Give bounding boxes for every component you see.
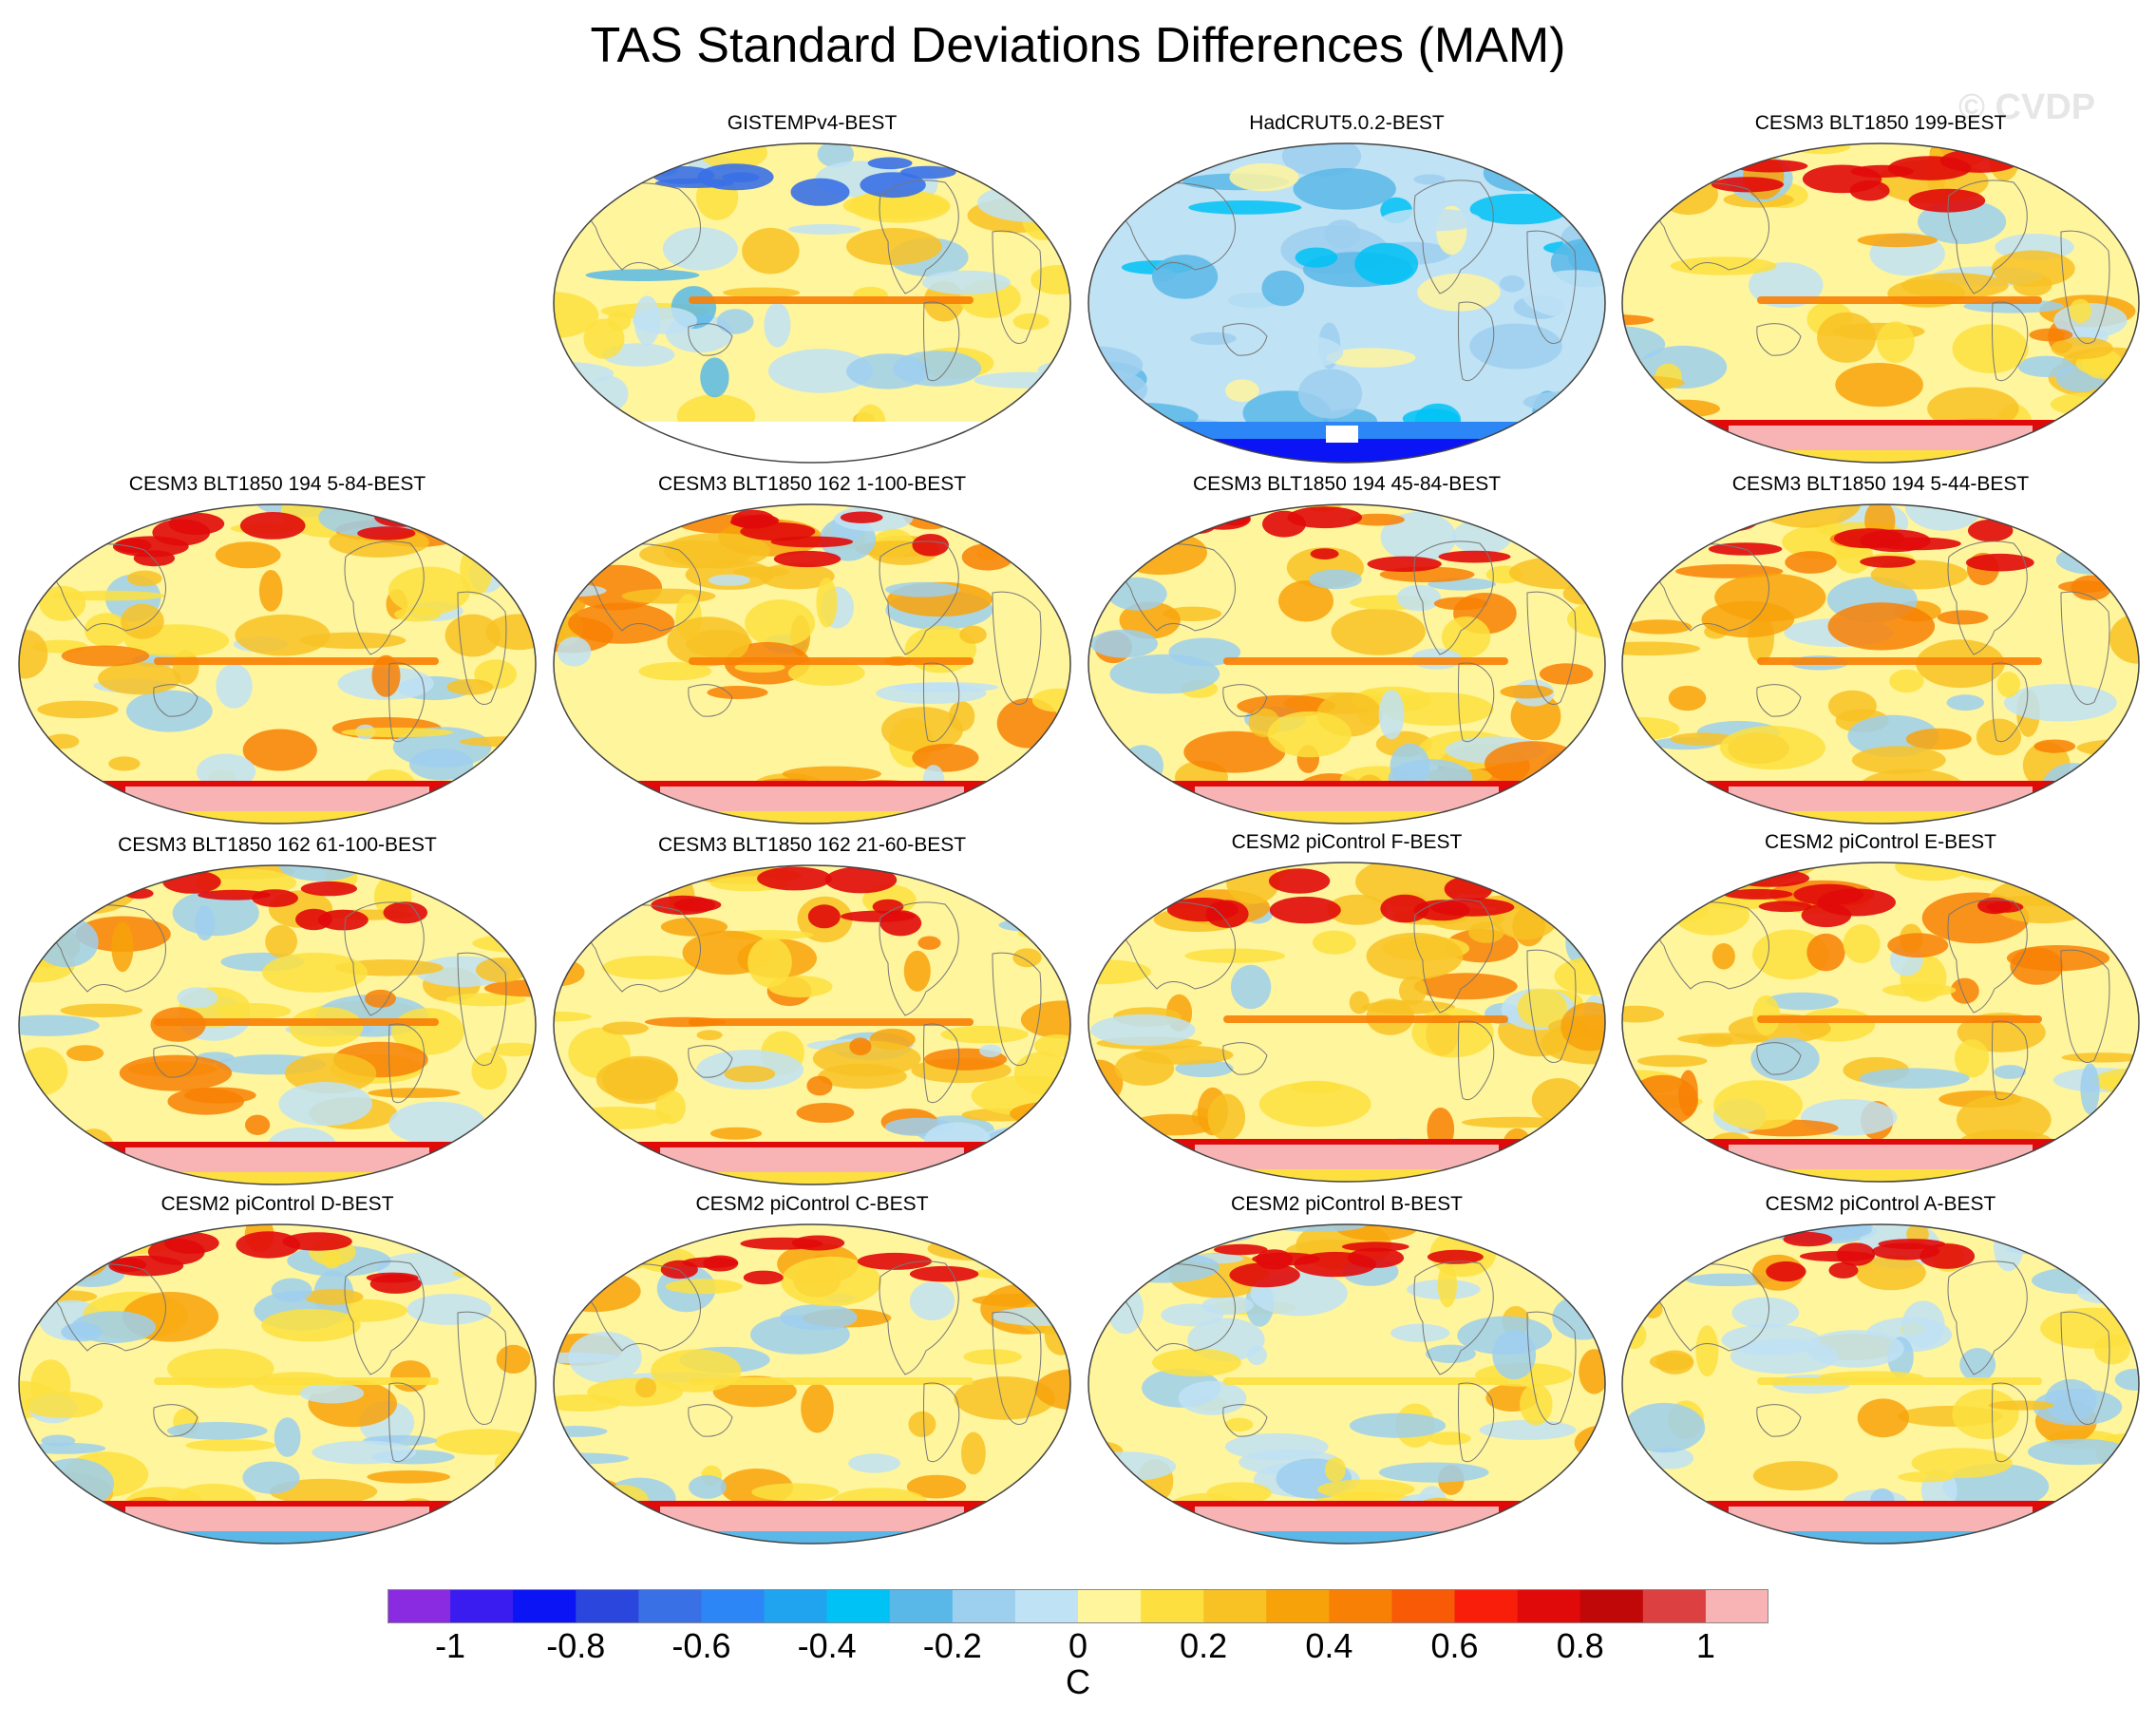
panel-title: CESM2 piControl C-BEST (695, 1193, 929, 1215)
panel-title: CESM3 BLT1850 162 21-60-BEST (657, 834, 967, 856)
panel-title: CESM3 BLT1850 194 5-84-BEST (128, 473, 426, 495)
colorbar (388, 1589, 1768, 1623)
colorbar-swatch (1705, 1589, 1768, 1623)
colorbar-outline (388, 1589, 1768, 1623)
map-cesm3-194-5-44 (1621, 503, 2140, 825)
colorbar-units-label: C (1066, 1662, 1090, 1701)
panel-title: CESM3 BLT1850 194 5-44-BEST (1731, 473, 2030, 495)
map-cesm2-d (18, 1223, 537, 1545)
colorbar-swatch (1517, 1589, 1581, 1623)
map-cesm2-e (1621, 862, 2140, 1183)
colorbar-tick-label: 0 (1068, 1626, 1088, 1665)
map-cesm3-162-21-60 (553, 864, 1071, 1185)
panel-title: CESM2 piControl F-BEST (1231, 831, 1463, 853)
colorbar-swatch (513, 1589, 577, 1623)
map-cesm3-194-5-84 (18, 503, 537, 825)
colorbar-swatch (450, 1589, 514, 1623)
colorbar-tick-label: -1 (435, 1626, 466, 1665)
colorbar-swatch (1391, 1589, 1456, 1623)
figure-title: TAS Standard Deviations Differences (MAM… (590, 18, 1566, 73)
colorbar-tick-label: 1 (1695, 1626, 1715, 1665)
map-panel-cesm2-c: CESM2 piControl C-BEST (546, 1193, 1078, 1549)
map-panel-cesm3-162-21-60: CESM3 BLT1850 162 21-60-BEST (546, 834, 1078, 1190)
panel-title: HadCRUT5.0.2-BEST (1249, 112, 1445, 134)
colorbar-tick-label: -0.8 (546, 1626, 606, 1665)
colorbar-swatch (1454, 1589, 1519, 1623)
colorbar-swatch (764, 1589, 828, 1623)
cvdp-watermark: © CVDP (1958, 87, 2096, 127)
map-cesm3-194-45-84 (1087, 503, 1606, 825)
colorbar-swatch (638, 1589, 702, 1623)
colorbar-swatch (952, 1589, 1016, 1623)
map-panel-hadcrut: HadCRUT5.0.2-BEST (1081, 112, 1613, 468)
map-panel-cesm2-a: CESM2 piControl A-BEST (1615, 1193, 2147, 1549)
colorbar-swatch (1014, 1589, 1079, 1623)
map-panel-cesm2-f: CESM2 piControl F-BEST (1081, 831, 1613, 1187)
map-cesm2-b (1087, 1223, 1606, 1545)
map-panel-cesm3-162-1-100: CESM3 BLT1850 162 1-100-BEST (546, 473, 1078, 829)
colorbar-swatch (1203, 1589, 1267, 1623)
panel-title: GISTEMPv4-BEST (727, 112, 898, 134)
colorbar-swatch (1141, 1589, 1204, 1623)
panel-title: CESM2 piControl A-BEST (1765, 1193, 1996, 1215)
colorbar-swatch (576, 1589, 639, 1623)
map-cesm3-199 (1621, 142, 2140, 464)
colorbar-swatch (1266, 1589, 1330, 1623)
colorbar-swatch (1579, 1589, 1644, 1623)
map-panel-cesm2-e: CESM2 piControl E-BEST (1615, 831, 2147, 1187)
map-panel-cesm3-162-61-100: CESM3 BLT1850 162 61-100-BEST (11, 834, 543, 1190)
panel-title: CESM3 BLT1850 199-BEST (1754, 112, 2007, 134)
map-cesm3-162-61-100 (18, 864, 537, 1185)
map-panel-cesm3-194-5-84: CESM3 BLT1850 194 5-84-BEST (11, 473, 543, 829)
map-hadcrut (1087, 142, 1606, 464)
map-cesm2-a (1621, 1223, 2140, 1545)
map-cesm3-162-1-100 (553, 503, 1071, 825)
panel-title: CESM2 piControl B-BEST (1231, 1193, 1463, 1215)
map-gistemp (553, 142, 1071, 464)
colorbar-swatch (701, 1589, 766, 1623)
panel-title: CESM3 BLT1850 162 61-100-BEST (118, 834, 437, 856)
panel-title: CESM2 piControl D-BEST (161, 1193, 394, 1215)
colorbar-tick-label: 0.2 (1180, 1626, 1228, 1665)
map-panel-gistemp: GISTEMPv4-BEST (546, 112, 1078, 468)
map-cesm2-f (1087, 862, 1606, 1183)
map-panel-cesm3-194-45-84: CESM3 BLT1850 194 45-84-BEST (1081, 473, 1613, 829)
colorbar-labels: -1 -0.8 -0.6 -0.4 -0.2 0 0.2 0.4 0.6 0.8 1 (0, 1626, 2156, 1665)
colorbar-tick-label: 0.4 (1305, 1626, 1353, 1665)
map-panel-cesm3-199: CESM3 BLT1850 199-BEST (1615, 112, 2147, 468)
colorbar-tick-label: -0.2 (922, 1626, 982, 1665)
colorbar-tick-label: -0.6 (671, 1626, 731, 1665)
map-cesm2-c (553, 1223, 1071, 1545)
colorbar-tick-label: 0.8 (1556, 1626, 1604, 1665)
colorbar-swatch (1642, 1589, 1707, 1623)
colorbar-swatch (889, 1589, 954, 1623)
panel-title: CESM2 piControl E-BEST (1765, 831, 1996, 853)
colorbar-swatch (1078, 1589, 1142, 1623)
map-panel-cesm3-194-5-44: CESM3 BLT1850 194 5-44-BEST (1615, 473, 2147, 829)
colorbar-swatch (388, 1589, 451, 1623)
map-panel-cesm2-d: CESM2 piControl D-BEST (11, 1193, 543, 1549)
panel-title: CESM3 BLT1850 194 45-84-BEST (1192, 473, 1502, 495)
colorbar-tick-label: 0.6 (1430, 1626, 1479, 1665)
map-panel-cesm2-b: CESM2 piControl B-BEST (1081, 1193, 1613, 1549)
colorbar-tick-label: -0.4 (797, 1626, 857, 1665)
panel-title: CESM3 BLT1850 162 1-100-BEST (657, 473, 967, 495)
colorbar-swatch (826, 1589, 891, 1623)
colorbar-swatch (1329, 1589, 1392, 1623)
